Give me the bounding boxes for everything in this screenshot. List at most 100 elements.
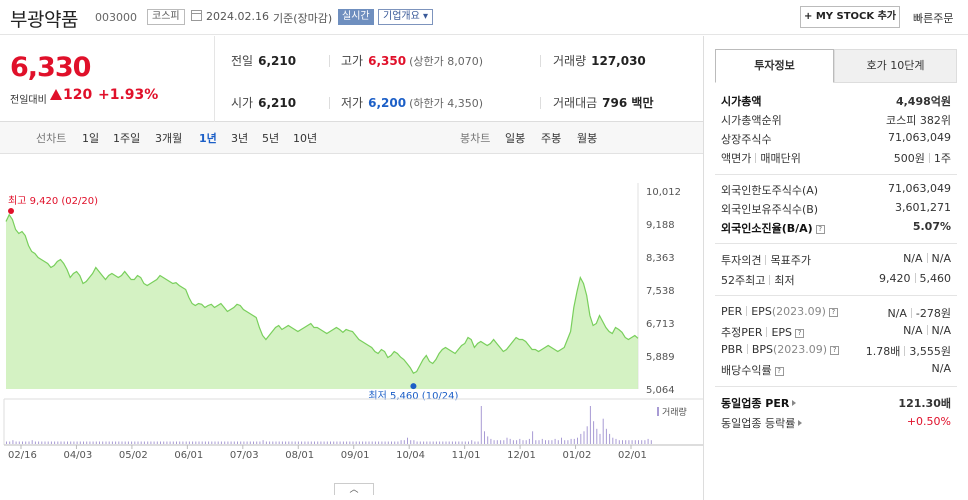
quick-order-link[interactable]: 빠른주문 <box>913 12 954 25</box>
period-10y[interactable]: 10년 <box>293 132 318 145</box>
period-1y[interactable]: 1년 <box>199 132 217 145</box>
volume-bar <box>445 441 447 444</box>
info-value: 3,601,271 <box>895 201 951 214</box>
volume-bar <box>108 441 110 444</box>
volume-bar <box>391 441 392 444</box>
volume-bar <box>589 406 591 444</box>
info-label: 상장주식수 <box>721 133 772 146</box>
volume-bar <box>650 440 652 444</box>
volume-bar <box>67 441 68 444</box>
volume-bar <box>532 431 534 444</box>
info-row-foreign-limit: 외국인한도주식수(A) 71,063,049 <box>721 180 951 199</box>
volume-bar <box>233 441 235 444</box>
volume-bar <box>6 441 7 444</box>
volume-bar <box>156 441 158 444</box>
volume-bar <box>179 441 181 444</box>
info-row-foreign-holding: 외국인보유주식수(B) 3,601,271 <box>721 199 951 218</box>
volume-bar <box>551 440 553 444</box>
volume-bar <box>573 438 575 444</box>
candle-monthly[interactable]: 월봉 <box>577 132 598 145</box>
info-value: +0.50% <box>906 415 951 428</box>
upper-limit: (상한가 8,070) <box>409 55 483 68</box>
volume-bar <box>54 441 56 444</box>
period-3m[interactable]: 3개월 <box>155 132 183 145</box>
period-1w[interactable]: 1주일 <box>113 132 141 145</box>
volume-bar <box>384 441 386 444</box>
prev-close-value: 6,210 <box>258 54 297 68</box>
volume-bar <box>538 440 540 444</box>
realtime-button[interactable]: 실시간 <box>338 9 374 25</box>
candle-daily[interactable]: 일봉 <box>505 132 526 145</box>
volume-bar <box>272 441 274 444</box>
volume-bar <box>371 441 373 444</box>
info-label: EPS <box>771 326 793 339</box>
volume-bar <box>131 441 133 444</box>
volume-bar <box>346 441 348 444</box>
volume-bar <box>105 441 107 444</box>
volume-bar <box>185 441 187 444</box>
help-icon[interactable]: ? <box>795 329 805 338</box>
info-label: 배당수익률 <box>721 364 772 377</box>
volume-bar <box>195 441 197 444</box>
info-label: 추정PER <box>721 326 763 339</box>
x-tick-label: 12/01 <box>507 450 536 461</box>
volume-bar <box>169 441 171 444</box>
company-overview-dropdown[interactable]: 기업개요 ▾ <box>378 9 434 25</box>
volume-bar <box>628 440 630 444</box>
help-icon[interactable]: ? <box>774 367 784 376</box>
info-row-market-cap-rank: 시가총액순위 코스피 382위 <box>721 110 951 129</box>
period-1d[interactable]: 1일 <box>82 132 100 145</box>
volume-bar <box>44 441 46 444</box>
volume-bar <box>124 441 126 444</box>
volume-bar <box>468 441 469 444</box>
info-label: 액면가 <box>721 152 752 165</box>
help-icon[interactable]: ? <box>815 225 825 234</box>
volume-bar <box>265 441 267 444</box>
period-5y[interactable]: 5년 <box>262 132 280 145</box>
volume-bar <box>503 440 505 444</box>
volume-bar <box>297 441 299 444</box>
volume-bar <box>493 440 495 444</box>
volume-bar <box>243 441 245 444</box>
volume-bar <box>95 441 97 444</box>
volume-bar <box>480 406 482 444</box>
volume-bar <box>134 441 136 444</box>
period-selector: 선차트 1일 1주일 3개월 1년 3년 5년 10년 봉차트 일봉 주봉 월봉 <box>0 122 703 154</box>
volume-bar <box>545 440 546 444</box>
info-value: N/A <box>931 362 951 375</box>
period-3y[interactable]: 3년 <box>231 132 249 145</box>
x-tick-label: 11/01 <box>452 450 481 461</box>
volume-bar <box>9 441 11 444</box>
info-label: 외국인소진율(B/A) <box>721 222 813 235</box>
volume-legend-label: 거래량 <box>662 406 687 418</box>
tab-orderbook[interactable]: 호가 10단계 <box>834 49 957 83</box>
divider <box>540 55 541 67</box>
volume-bar <box>355 441 357 444</box>
current-price: 6,330 <box>10 52 91 83</box>
volume-bar <box>407 437 408 444</box>
info-label: 투자의견 <box>721 254 762 267</box>
my-stock-add-button[interactable]: + MY STOCK 추가 <box>800 6 900 28</box>
day-low-label: 저가 <box>341 96 364 110</box>
help-icon[interactable]: ? <box>830 346 840 355</box>
info-label: 목표주가 <box>770 254 811 267</box>
info-value: N/A <box>903 252 923 265</box>
candle-weekly[interactable]: 주봉 <box>541 132 562 145</box>
volume-bar <box>570 438 572 444</box>
info-value: N/A <box>931 252 951 265</box>
volume-bar <box>214 441 216 444</box>
volume-bar <box>15 441 17 444</box>
volume-bar <box>525 440 527 444</box>
chart-expand-button[interactable]: ︿ <box>334 483 374 495</box>
caret-right-icon[interactable] <box>798 420 803 426</box>
help-icon[interactable]: ? <box>828 308 838 317</box>
volume-bar <box>275 441 277 444</box>
tab-investment-info[interactable]: 투자정보 <box>715 49 834 83</box>
price-series-line <box>5 213 639 374</box>
price-chart[interactable]: 10,012 9,188 8,363 7,538 6,713 5,889 5,064 최고 9… <box>0 155 703 500</box>
volume-bar <box>487 436 489 444</box>
volume-bar <box>256 441 258 444</box>
caret-right-icon[interactable] <box>792 400 797 406</box>
volume-bar <box>60 441 62 444</box>
info-value: N/A <box>887 307 907 320</box>
